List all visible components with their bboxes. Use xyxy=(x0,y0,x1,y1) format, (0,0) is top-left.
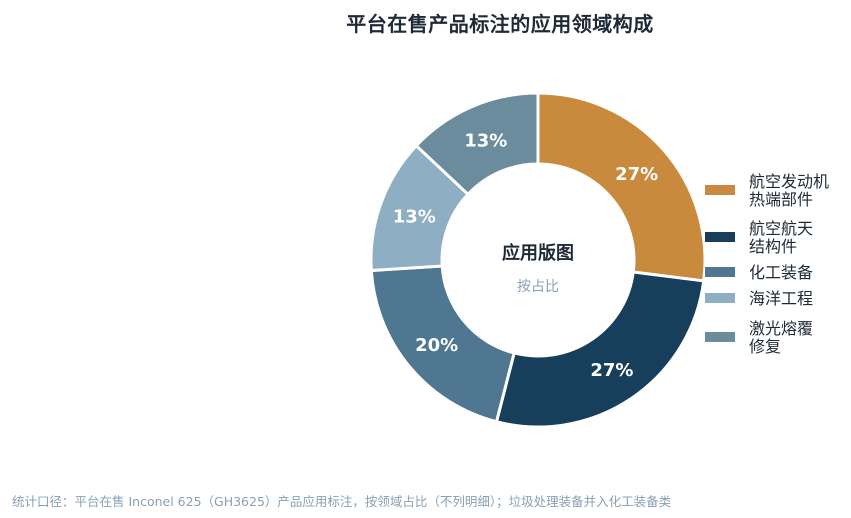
legend-label-1-2: 热端部件 xyxy=(749,190,813,209)
slice-label-5: 13% xyxy=(464,130,507,151)
legend-label-1-1: 航空发动机 xyxy=(749,172,829,191)
footer-note: 统计口径：平台在售 Inconel 625（GH3625）产品应用标注，按领域占… xyxy=(12,494,672,509)
legend-label-5-2: 修复 xyxy=(749,337,781,356)
slice-label-3: 20% xyxy=(415,335,458,356)
legend-swatch-2 xyxy=(705,232,735,242)
slices xyxy=(369,91,707,429)
legend-swatch-4 xyxy=(705,293,735,303)
slice-label-2: 27% xyxy=(590,360,633,381)
center-title: 应用版图 xyxy=(502,242,574,264)
legend-swatch-1 xyxy=(705,185,735,195)
legend-swatch-3 xyxy=(705,267,735,277)
legend-label-4-1: 海洋工程 xyxy=(749,289,813,308)
legend-item-3: 化工装备 xyxy=(705,263,813,282)
legend-label-5-1: 激光熔覆 xyxy=(749,319,813,338)
legend-label-3-1: 化工装备 xyxy=(749,263,813,282)
slice-label-1: 27% xyxy=(615,164,658,185)
legend-label-2-2: 结构件 xyxy=(749,237,797,256)
slice-labels: 27% 27% 20% 13% 13% xyxy=(393,130,658,380)
chart-title: 平台在售产品标注的应用领域构成 xyxy=(346,12,654,36)
slice-3 xyxy=(369,264,516,424)
legend-item-4: 海洋工程 xyxy=(705,289,813,308)
center-subtitle: 按占比 xyxy=(517,279,559,295)
legend-label-2-1: 航空航天 xyxy=(749,219,813,238)
slice-1 xyxy=(536,91,707,283)
slice-label-4: 13% xyxy=(393,206,436,227)
slice-5 xyxy=(414,91,540,197)
slice-2 xyxy=(494,270,706,429)
legend-swatch-5 xyxy=(705,332,735,342)
